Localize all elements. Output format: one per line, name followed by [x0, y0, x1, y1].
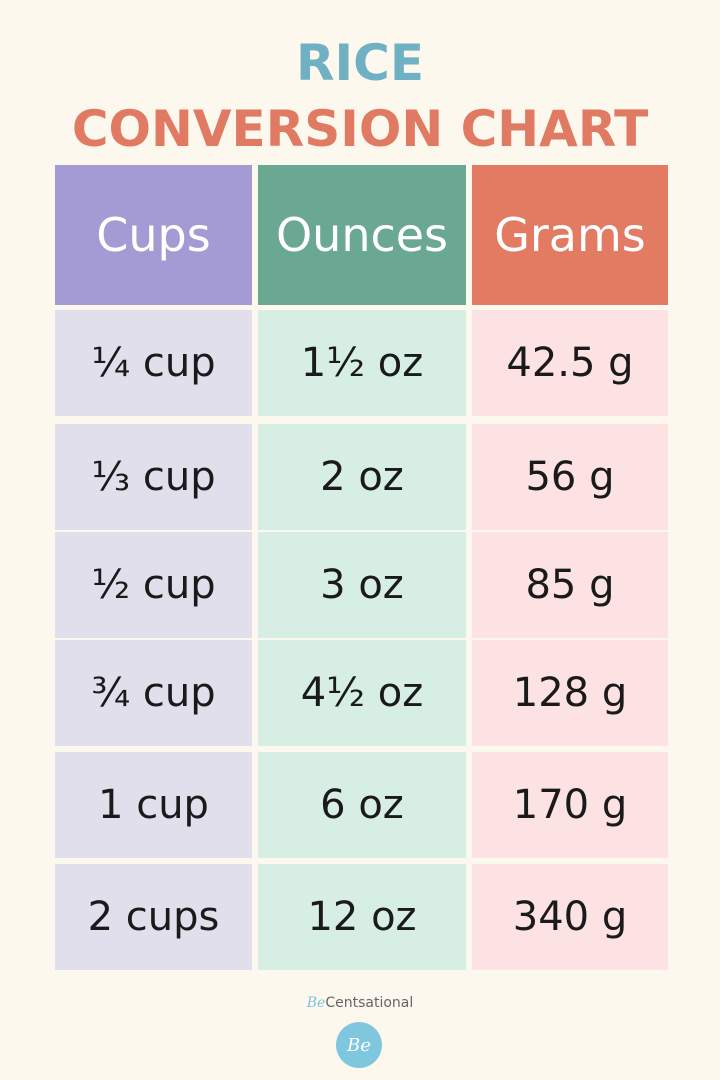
- brand-prefix: Be: [306, 995, 326, 1011]
- header-cell: Grams: [472, 165, 668, 305]
- title-line: RICE: [296, 34, 424, 92]
- table-cell: 12 oz: [258, 864, 466, 970]
- table-cell: ⅓ cup: [55, 424, 252, 530]
- table-cell: 2 cups: [55, 864, 252, 970]
- table-cell: ¾ cup: [55, 640, 252, 746]
- brand-name: Centsational: [325, 995, 414, 1011]
- brand: BeCentsational: [0, 995, 720, 1011]
- table-cell: 4½ oz: [258, 640, 466, 746]
- table-cell: 1 cup: [55, 752, 252, 858]
- table-cell: 42.5 g: [472, 310, 668, 416]
- table-cell: 6 oz: [258, 752, 466, 858]
- table-cell: 128 g: [472, 640, 668, 746]
- table-cell: 170 g: [472, 752, 668, 858]
- table-cell: ¼ cup: [55, 310, 252, 416]
- logo: Be: [336, 1022, 382, 1068]
- table-cell: 1½ oz: [258, 310, 466, 416]
- header-cell: Cups: [55, 165, 252, 305]
- table-cell: 3 oz: [258, 532, 466, 638]
- header-cell: Ounces: [258, 165, 466, 305]
- table-cell: 85 g: [472, 532, 668, 638]
- table-cell: 2 oz: [258, 424, 466, 530]
- table-cell: 56 g: [472, 424, 668, 530]
- table-cell: ½ cup: [55, 532, 252, 638]
- title-line: CONVERSION CHART: [71, 100, 649, 158]
- table-cell: 340 g: [472, 864, 668, 970]
